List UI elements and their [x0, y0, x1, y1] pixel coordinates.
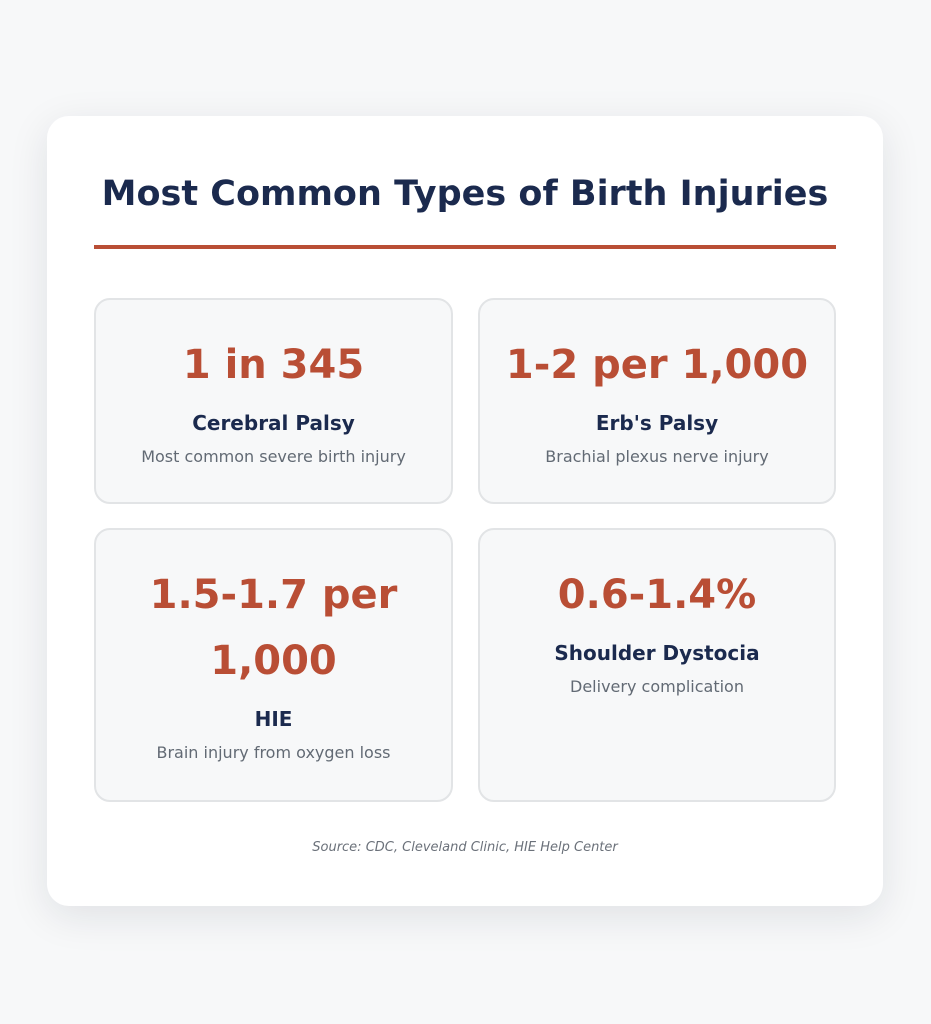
stat-value: 1 in 345 [182, 342, 365, 388]
stat-value: 1-2 per 1,000 [505, 342, 809, 388]
stat-card-erbs-palsy: 1-2 per 1,000 Erb's Palsy Brachial plexu… [478, 298, 836, 504]
infographic-card: Most Common Types of Birth Injuries 1 in… [47, 116, 883, 906]
stat-description: Delivery complication [570, 677, 744, 696]
stat-value: 1.5-1.7 per 1,000 [149, 572, 398, 684]
stat-description: Brain injury from oxygen loss [156, 743, 391, 762]
title-divider [94, 245, 836, 249]
stat-name: Shoulder Dystocia [554, 641, 760, 665]
stat-card-hie: 1.5-1.7 per 1,000 HIE Brain injury from … [94, 528, 453, 802]
stat-description: Brachial plexus nerve injury [545, 447, 769, 466]
stat-name: HIE [254, 707, 293, 731]
stat-name: Erb's Palsy [595, 411, 719, 435]
stat-value: 0.6-1.4% [557, 572, 757, 618]
stat-card-shoulder-dystocia: 0.6-1.4% Shoulder Dystocia Delivery comp… [478, 528, 836, 802]
source-citation: Source: CDC, Cleveland Clinic, HIE Help … [312, 840, 618, 855]
stat-description: Most common severe birth injury [141, 447, 406, 466]
stat-card-cerebral-palsy: 1 in 345 Cerebral Palsy Most common seve… [94, 298, 453, 504]
page-title: Most Common Types of Birth Injuries [101, 174, 829, 214]
stat-name: Cerebral Palsy [192, 411, 355, 435]
